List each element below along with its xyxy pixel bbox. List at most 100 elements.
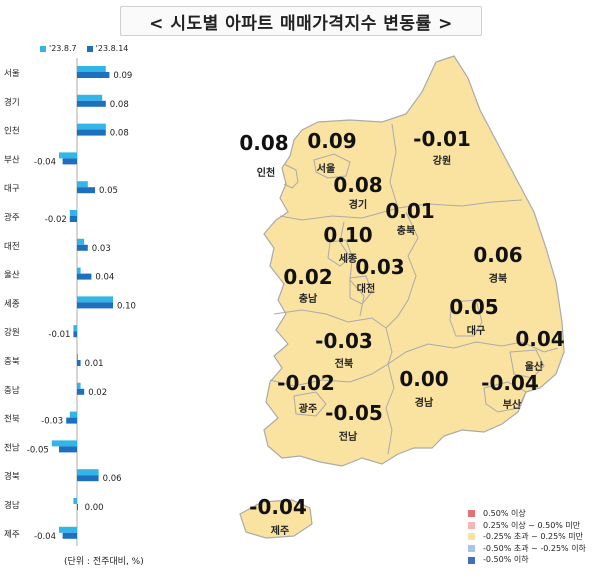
map-value-전남: -0.05 — [325, 401, 383, 425]
bar-this-week — [62, 532, 77, 539]
bar-value-label: 0.01 — [85, 359, 104, 369]
border-ulsan — [509, 349, 545, 379]
map-value-대구: 0.05 — [449, 295, 498, 319]
bar-value-label: 0.06 — [103, 474, 122, 484]
map-legend-swatch — [468, 521, 475, 529]
map-value-경북: 0.06 — [473, 243, 522, 267]
map-value-경기: 0.08 — [333, 173, 382, 197]
category-label: 경기 — [4, 97, 20, 108]
bar-value-label: 0.08 — [110, 100, 129, 110]
map-value-경남: 0.00 — [399, 367, 448, 391]
bar-this-week — [77, 244, 88, 251]
bar-prev-week — [51, 440, 77, 447]
bar-prev-week — [77, 123, 106, 130]
border-jeonbuk-south — [269, 363, 389, 387]
bar-prev-week — [77, 382, 81, 389]
category-label: 서울 — [4, 69, 20, 79]
map-value-세종: 0.10 — [323, 223, 372, 247]
chart-title-box: < 시도별 아파트 매매가격지수 변동률 > — [120, 6, 482, 36]
bar-prev-week — [77, 469, 99, 476]
border-gyeongbuk-gyeongnam — [385, 327, 559, 366]
map-region-name: 제주 — [271, 524, 289, 537]
map-region-name: 강원 — [433, 154, 451, 167]
border-gyeonggi-gangwon — [389, 123, 399, 209]
map-region-name: 인천 — [257, 166, 275, 179]
map-region-name: 충북 — [397, 224, 415, 237]
bar-this-week — [77, 100, 106, 107]
map-value-제주: -0.04 — [249, 495, 307, 519]
map-legend-label: 0.25% 이상 ~ 0.50% 미만 — [483, 520, 581, 530]
bar-prev-week — [73, 325, 77, 332]
map-region-name: 부산 — [503, 398, 522, 411]
map-legend-label: -0.25% 초과 ~ 0.25% 미만 — [483, 532, 584, 542]
category-label: 강원 — [4, 327, 20, 338]
bar-this-week — [77, 360, 81, 366]
map-legend-swatch — [468, 510, 475, 518]
map-jeju — [239, 499, 313, 539]
bar-prev-week — [77, 354, 78, 360]
map-legend-label: -0.50% 초과 ~ -0.25% 이하 — [483, 543, 586, 553]
bar-value-label: 0.00 — [85, 503, 104, 513]
category-label: 충북 — [4, 357, 20, 367]
map-legend-item: 0.25% 이상 ~ 0.50% 미만 — [468, 520, 586, 532]
map-value-부산: -0.04 — [481, 371, 539, 395]
map-region-name: 세종 — [339, 252, 357, 265]
border-chungnam-jeonbuk — [273, 309, 387, 329]
map-legend-item: 0.50% 이상 — [468, 508, 586, 520]
map-value-대전: 0.03 — [355, 255, 404, 279]
border-seoul — [313, 153, 351, 179]
category-label: 전남 — [4, 442, 20, 453]
bar-chart: 서울 0.09 경기 0.08 인천 0.08 부산 -0.04 대구 0.05 광주 -0.02 대전… — [4, 58, 136, 546]
bar-this-week — [77, 302, 113, 309]
category-label: 광주 — [4, 212, 20, 223]
legend-item-series-2: '23.8.14 — [86, 44, 128, 53]
map-legend-swatch — [468, 556, 475, 564]
chart-title: < 시도별 아파트 매매가격지수 변동률 > — [149, 13, 453, 34]
map-value-서울: 0.09 — [307, 129, 356, 153]
bar-value-label: -0.03 — [41, 417, 63, 427]
bar-this-week — [73, 331, 77, 338]
bar-this-week — [62, 158, 77, 165]
legend-swatch-series-2 — [86, 45, 93, 52]
border-sejong — [327, 239, 353, 267]
bar-this-week — [77, 504, 78, 510]
map-borders — [269, 123, 559, 455]
bar-this-week — [77, 72, 110, 78]
bar-prev-week — [77, 296, 113, 303]
bar-value-label: -0.05 — [27, 445, 49, 455]
map-labels: 0.08인천0.09서울0.08경기-0.01강원0.01충북0.10세종0.0… — [239, 127, 564, 537]
map-legend: 0.50% 이상 0.25% 이상 ~ 0.50% 미만 -0.25% 초과 ~… — [468, 508, 586, 566]
bar-this-week — [77, 129, 106, 136]
bar-this-week — [77, 475, 99, 482]
map-region-name: 경기 — [349, 198, 367, 211]
legend-label-series-1: '23.8.7 — [49, 44, 77, 53]
border-north-central — [279, 199, 523, 221]
map-region-name: 대전 — [357, 282, 375, 295]
map-value-강원: -0.01 — [413, 127, 471, 151]
map-legend-swatch — [468, 545, 475, 553]
bar-value-label: 0.04 — [95, 273, 114, 283]
bar-value-label: 0.05 — [99, 186, 118, 196]
category-label: 울산 — [4, 270, 20, 281]
border-chungbuk-gyeongbuk — [385, 211, 419, 329]
bar-value-label: 0.10 — [117, 301, 136, 311]
bar-value-label: -0.04 — [34, 157, 56, 167]
map-value-울산: 0.04 — [515, 327, 564, 351]
legend-swatch-series-1 — [40, 45, 46, 52]
category-label: 충남 — [4, 386, 20, 396]
category-label: 부산 — [4, 154, 20, 165]
border-chungnam-chungbuk — [339, 221, 365, 317]
bar-prev-week — [69, 210, 77, 216]
bar-value-label: 0.09 — [113, 71, 132, 81]
bar-value-label: -0.01 — [48, 330, 70, 340]
bar-prev-week — [77, 238, 85, 245]
map-value-광주: -0.02 — [277, 371, 335, 395]
map-region-name: 전남 — [339, 430, 358, 443]
bar-prev-week — [59, 152, 77, 159]
map-legend-item: -0.25% 초과 ~ 0.25% 미만 — [468, 531, 586, 543]
category-label: 경북 — [4, 471, 20, 482]
category-label: 대구 — [4, 184, 20, 194]
bar-legend: '23.8.7 '23.8.14 — [40, 44, 128, 53]
map-value-충남: 0.02 — [283, 265, 332, 289]
map-value-인천: 0.08 — [239, 131, 288, 155]
